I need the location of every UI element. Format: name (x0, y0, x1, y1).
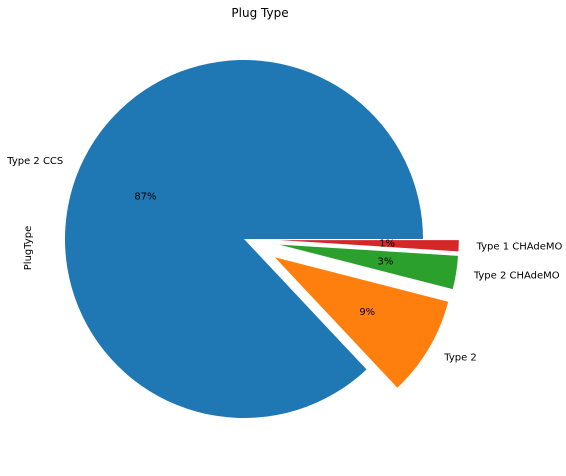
pie-slice-type-2-chademo (279, 244, 459, 290)
slice-label: Type 2 CCS (6, 156, 63, 167)
slice-label: Type 1 CHAdeMO (476, 241, 563, 252)
pie-labels: Type 2 CCS 87% Type 2 9% Type 2 CHAdeMO 3% Typ… (6, 156, 562, 364)
slice-percent-label: 3% (377, 256, 393, 267)
slice-label: Type 2 (443, 352, 477, 363)
pie-slice-type-2-ccs (64, 60, 423, 419)
pie-slice-type-2 (274, 257, 449, 388)
pie-slice-type-1-chademo (279, 240, 459, 252)
slice-percent-label: 9% (359, 307, 375, 318)
slice-percent-label: 87% (134, 191, 156, 202)
y-axis-label: PlugType (23, 226, 34, 270)
slice-label: Type 2 CHAdeMO (473, 270, 560, 281)
pie-slices (64, 60, 459, 419)
slice-percent-label: 1% (379, 238, 395, 249)
chart-title: Plug Type (231, 6, 288, 20)
